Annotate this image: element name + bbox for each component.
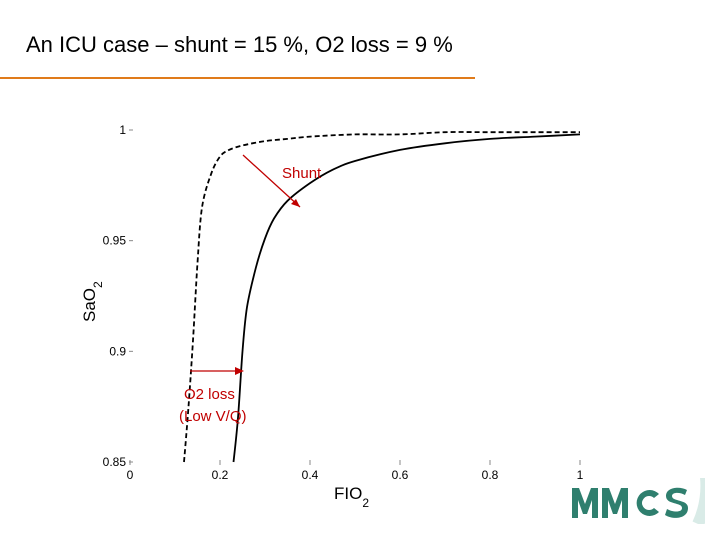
title-divider bbox=[0, 77, 475, 79]
x-axis-title: FIO2 bbox=[334, 484, 369, 510]
x-tick-label: 0.6 bbox=[392, 468, 409, 482]
slide-title: An ICU case – shunt = 15 %, O2 loss = 9 … bbox=[26, 32, 453, 57]
x-tick-label: 0 bbox=[127, 468, 134, 482]
x-tick-label: 1 bbox=[577, 468, 584, 482]
shunt-arrowhead-icon bbox=[291, 199, 300, 207]
y-tick-label: 0.95 bbox=[103, 234, 127, 248]
x-tick-label: 0.4 bbox=[302, 468, 319, 482]
x-tick-label: 0.8 bbox=[482, 468, 499, 482]
shunt-label: Shunt bbox=[282, 165, 322, 182]
x-tick-label: 0.2 bbox=[212, 468, 229, 482]
low-vq-label: (Low V/Q) bbox=[179, 408, 247, 425]
y-tick-label: 0.9 bbox=[109, 344, 126, 358]
shunt-arrow-line bbox=[242, 154, 301, 208]
y-tick-label: 1 bbox=[119, 123, 126, 137]
y-tick-label: 0.85 bbox=[103, 455, 127, 469]
solid-curve-line bbox=[232, 133, 581, 463]
y-axis-title: SaO2 bbox=[80, 281, 105, 322]
o2-loss-label: O2 loss bbox=[184, 386, 235, 403]
mmcs-logo-icon bbox=[572, 478, 705, 524]
dashed-curve-line bbox=[183, 131, 580, 463]
o2-loss-arrowhead-icon bbox=[235, 367, 244, 375]
